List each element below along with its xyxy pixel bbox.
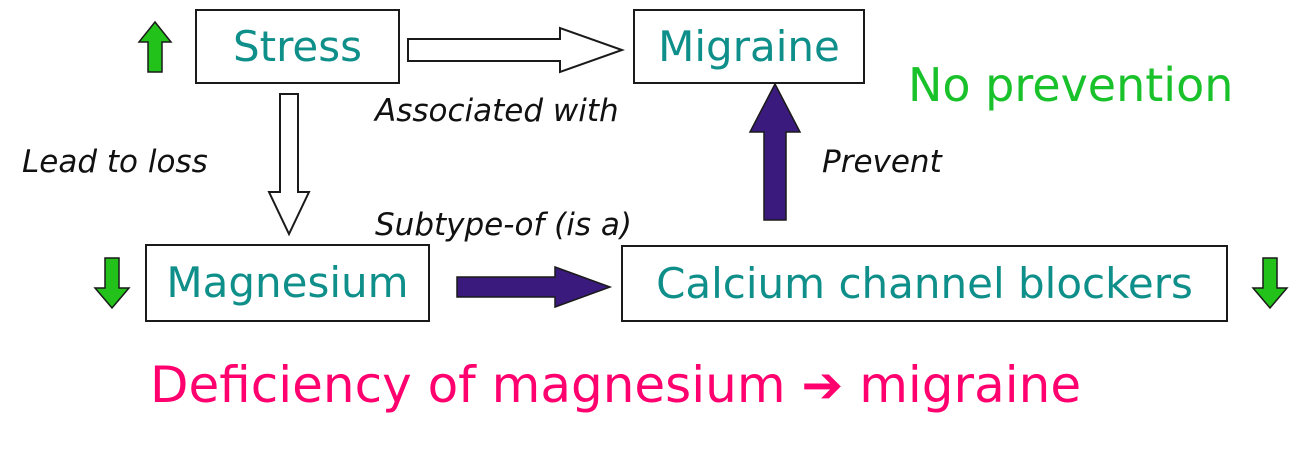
edge-label-associated-with: Associated with	[375, 93, 619, 129]
down-arrow-icon	[1251, 257, 1289, 310]
edge-label-lead-to-loss: Lead to loss	[22, 144, 208, 180]
arrow-lead-to-loss	[267, 93, 311, 237]
edge-label-prevent: Prevent	[822, 144, 942, 180]
no-prevention-note: No prevention	[908, 58, 1234, 112]
down-arrow-icon	[93, 257, 131, 310]
arrow-associated-with	[407, 26, 625, 74]
node-stress: Stress	[195, 9, 400, 84]
conclusion-statement: Deficiency of magnesium ➔ migraine	[150, 356, 1082, 414]
arrow-subtype-of	[456, 265, 613, 309]
edge-label-subtype-of: Subtype-of (is a)	[375, 207, 632, 243]
arrow-prevent	[748, 82, 802, 221]
node-migraine: Migraine	[633, 9, 865, 84]
node-calcium-channel-blockers: Calcium channel blockers	[621, 245, 1228, 322]
node-magnesium: Magnesium	[145, 244, 430, 322]
up-arrow-icon	[137, 20, 173, 73]
